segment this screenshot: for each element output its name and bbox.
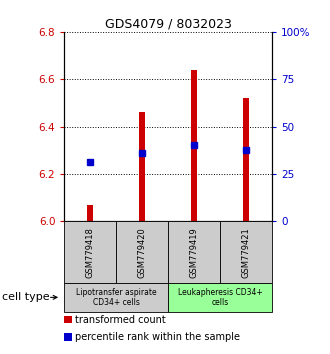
Text: GSM779420: GSM779420	[138, 227, 147, 278]
Title: GDS4079 / 8032023: GDS4079 / 8032023	[105, 18, 232, 31]
Text: GSM779421: GSM779421	[242, 227, 251, 278]
Text: Lipotransfer aspirate
CD34+ cells: Lipotransfer aspirate CD34+ cells	[76, 288, 157, 307]
Bar	[87, 205, 93, 221]
Text: transformed count: transformed count	[75, 315, 166, 325]
Bar	[139, 112, 146, 221]
Text: GSM779418: GSM779418	[86, 227, 95, 278]
Bar	[191, 70, 197, 221]
Text: percentile rank within the sample: percentile rank within the sample	[75, 332, 240, 342]
Text: GSM779419: GSM779419	[190, 227, 199, 278]
Bar	[243, 98, 249, 221]
Text: Leukapheresis CD34+
cells: Leukapheresis CD34+ cells	[178, 288, 263, 307]
Text: cell type: cell type	[2, 292, 49, 302]
